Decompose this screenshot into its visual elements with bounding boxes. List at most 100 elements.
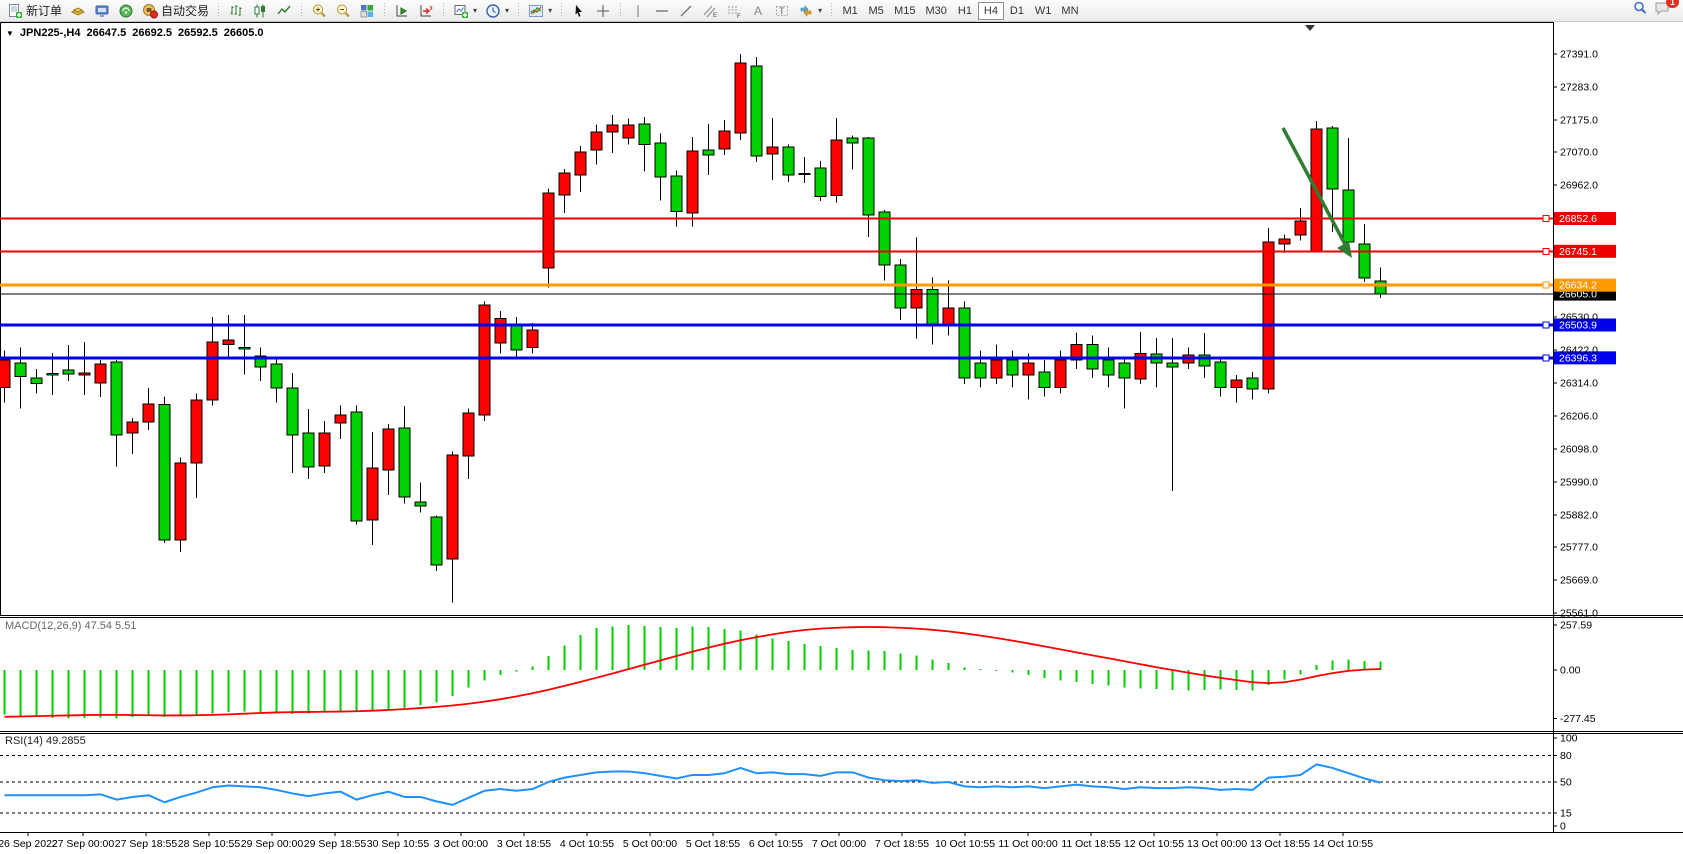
channel-tool-button[interactable]: E	[698, 1, 722, 21]
auto-trading-button[interactable]: 自动交易	[138, 1, 213, 21]
text-tool-button[interactable]: A	[746, 1, 770, 21]
vertical-line-tool-button[interactable]	[626, 1, 650, 21]
auto-scroll-button[interactable]	[390, 1, 414, 21]
chat-button[interactable]: 1	[1654, 0, 1679, 21]
svg-text:7 Oct 00:00: 7 Oct 00:00	[812, 838, 866, 850]
new-chart-button[interactable]: ▾	[449, 1, 481, 21]
label-tool-button[interactable]: T	[770, 1, 794, 21]
svg-text:F: F	[737, 14, 741, 19]
text-icon: A	[750, 3, 766, 19]
price-line-26503.9[interactable]: 26503.9	[0, 318, 1616, 332]
tab-timeframe-d1[interactable]: D1	[1004, 2, 1030, 20]
symbol-dropdown-icon[interactable]: ▼	[6, 28, 14, 38]
svg-text:3 Oct 00:00: 3 Oct 00:00	[434, 838, 488, 850]
svg-text:12 Oct 10:55: 12 Oct 10:55	[1124, 838, 1184, 850]
svg-text:25990.0: 25990.0	[1560, 476, 1598, 488]
horizontal-line-tool-button[interactable]	[650, 1, 674, 21]
bar-chart-button[interactable]	[224, 1, 248, 21]
period-button[interactable]: ▾	[481, 1, 513, 21]
period-icon	[485, 3, 501, 19]
search-icon[interactable]	[1632, 0, 1648, 21]
toolbar: 新订单 自动交易 ▾ ▾ ▾ E F A T ▾ M1 M5 M15 M30 H…	[0, 0, 1683, 22]
tab-timeframe-w1[interactable]: W1	[1030, 2, 1057, 20]
svg-text:6 Oct 10:55: 6 Oct 10:55	[749, 838, 803, 850]
symbol-period-label: JPN225-,H4	[19, 27, 81, 39]
terminal-button[interactable]	[90, 1, 114, 21]
signals-button[interactable]	[114, 1, 138, 21]
bar-chart-icon	[228, 3, 244, 19]
terminal-icon	[94, 3, 110, 19]
candlestick-button[interactable]	[248, 1, 272, 21]
svg-text:27391.0: 27391.0	[1560, 49, 1598, 61]
svg-text:80: 80	[1560, 750, 1572, 762]
svg-text:14 Oct 10:55: 14 Oct 10:55	[1313, 838, 1373, 850]
tab-timeframe-mn[interactable]: MN	[1056, 2, 1083, 20]
chart-window: ▼ JPN225-,H4 26647.5 26692.5 26592.5 266…	[0, 22, 1683, 854]
svg-text:25882.0: 25882.0	[1560, 509, 1598, 521]
chart-shift-marker[interactable]	[1305, 25, 1315, 31]
crosshair-tool-button[interactable]	[591, 1, 615, 21]
svg-text:25669.0: 25669.0	[1560, 575, 1598, 587]
candlestick-icon	[252, 3, 268, 19]
chart-header: ▼ JPN225-,H4 26647.5 26692.5 26592.5 266…	[6, 27, 264, 39]
price-line-26634.2[interactable]: 26634.2	[0, 278, 1616, 292]
svg-text:26503.9: 26503.9	[1559, 319, 1597, 331]
tab-timeframe-h1[interactable]: H1	[952, 2, 978, 20]
line-chart-button[interactable]	[272, 1, 296, 21]
svg-text:RSI(14) 49.2855: RSI(14) 49.2855	[5, 735, 86, 747]
price-line-26852.6[interactable]: 26852.6	[0, 211, 1616, 225]
svg-text:26 Sep 2022: 26 Sep 2022	[0, 838, 58, 850]
trendline-tool-button[interactable]	[674, 1, 698, 21]
shapes-tool-button[interactable]: ▾	[794, 1, 826, 21]
new-chart-icon	[453, 3, 469, 19]
auto-trading-label: 自动交易	[161, 4, 210, 18]
svg-text:5 Oct 18:55: 5 Oct 18:55	[686, 838, 740, 850]
tab-timeframe-m1[interactable]: M1	[837, 2, 863, 20]
zoom-out-button[interactable]	[331, 1, 355, 21]
trendline-icon	[678, 3, 694, 19]
chart-canvas[interactable]: 26605.0 26852.6 26745.1 26634.2 26503.9 26396…	[0, 22, 1683, 854]
trend-arrow-object[interactable]	[1281, 127, 1352, 258]
zoom-in-button[interactable]	[307, 1, 331, 21]
svg-text:MACD(12,26,9) 47.54 5.51: MACD(12,26,9) 47.54 5.51	[5, 620, 136, 632]
svg-text:26206.0: 26206.0	[1560, 410, 1598, 422]
tab-timeframe-h4[interactable]: H4	[977, 1, 1004, 20]
new-order-button[interactable]: 新订单	[3, 1, 66, 21]
svg-text:0: 0	[1560, 821, 1566, 833]
svg-text:26530.0: 26530.0	[1560, 312, 1598, 324]
svg-text:27070.0: 27070.0	[1560, 147, 1598, 159]
chart-shift-icon	[418, 3, 434, 19]
svg-text:26745.1: 26745.1	[1559, 246, 1597, 258]
tab-timeframe-m15[interactable]: M15	[889, 2, 920, 20]
indicators-button[interactable]: ▾	[524, 1, 556, 21]
svg-text:13 Oct 00:00: 13 Oct 00:00	[1187, 838, 1247, 850]
svg-text:5 Oct 00:00: 5 Oct 00:00	[623, 838, 677, 850]
cursor-tool-button[interactable]	[567, 1, 591, 21]
shapes-icon	[798, 3, 814, 19]
price-line-26745.1[interactable]: 26745.1	[0, 244, 1616, 258]
toolbar-separator	[561, 3, 563, 18]
svg-text:100: 100	[1560, 733, 1578, 745]
svg-text:29 Sep 00:00: 29 Sep 00:00	[241, 838, 304, 850]
svg-text:26314.0: 26314.0	[1560, 377, 1598, 389]
svg-text:13 Oct 18:55: 13 Oct 18:55	[1250, 838, 1310, 850]
svg-text:25777.0: 25777.0	[1560, 542, 1598, 554]
market-watch-button[interactable]	[66, 1, 90, 21]
chart-shift-button[interactable]	[414, 1, 438, 21]
price-line-26396.3[interactable]: 26396.3	[0, 351, 1616, 365]
svg-text:26962.0: 26962.0	[1560, 180, 1598, 192]
tab-timeframe-m30[interactable]: M30	[921, 2, 952, 20]
autotrading-icon	[142, 3, 159, 19]
fibonacci-tool-button[interactable]: F	[722, 1, 746, 21]
tile-windows-button[interactable]	[355, 1, 379, 21]
auto-scroll-icon	[394, 3, 410, 19]
tab-timeframe-m5[interactable]: M5	[863, 2, 889, 20]
svg-text:10 Oct 10:55: 10 Oct 10:55	[935, 838, 995, 850]
price-axis: 27391.0 27283.0 27175.0 27070.0 26962.0 26530…	[1553, 49, 1598, 620]
candles-layer	[0, 54, 1387, 603]
indicators-icon	[528, 3, 544, 19]
svg-text:11 Oct 18:55: 11 Oct 18:55	[1061, 838, 1121, 850]
signals-icon	[118, 3, 134, 19]
toolbar-separator	[384, 3, 386, 18]
svg-text:0.00: 0.00	[1560, 665, 1581, 677]
